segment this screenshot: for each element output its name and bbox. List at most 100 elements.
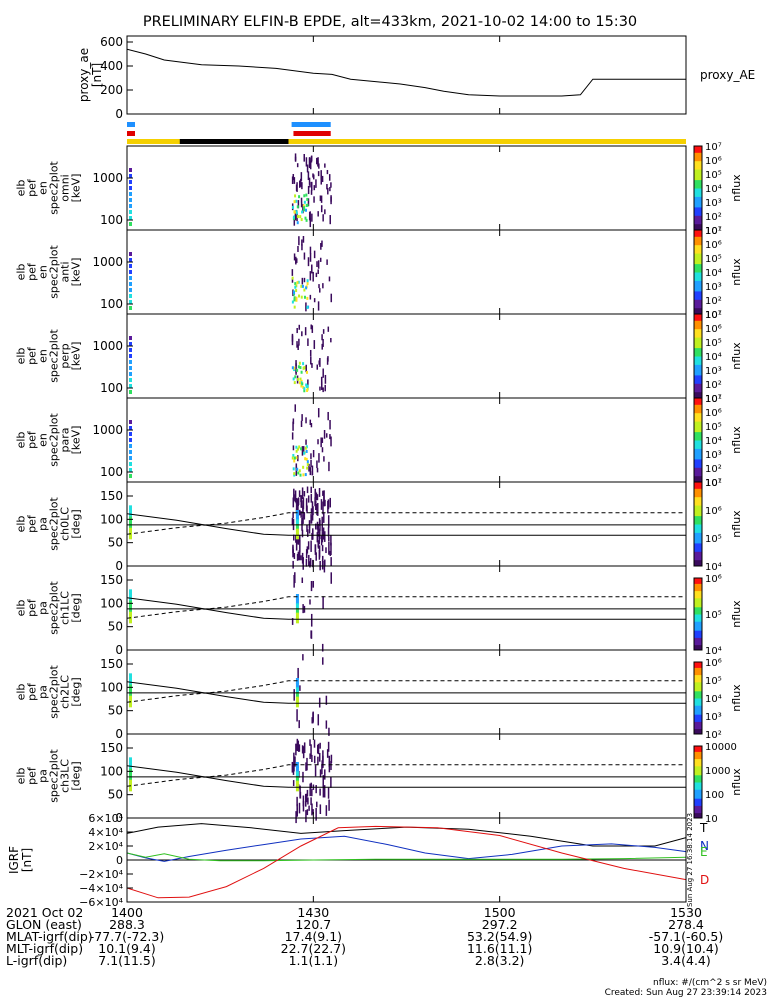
colorbar-cell (694, 792, 702, 796)
colorbar-cell (694, 230, 702, 233)
spec-y-axis-label: spec2plot (48, 413, 61, 467)
colorbar-cell (694, 450, 702, 454)
spectro-pixel (306, 203, 309, 207)
spectro-pixel (295, 449, 298, 453)
spec-y-axis-label: elb (15, 348, 28, 365)
colorbar-cell (694, 635, 702, 638)
colorbar-cell (694, 524, 702, 527)
colorbar-cell (694, 461, 702, 464)
pa-pixel (321, 545, 324, 552)
colorbar-cell (694, 389, 702, 393)
pa-pixel (312, 712, 314, 724)
colorbar-cell (694, 703, 702, 706)
colorbar-cell (694, 536, 702, 540)
spectro-pixel (300, 218, 303, 222)
pa-pixel (292, 560, 294, 569)
colorbar-cell (694, 614, 702, 617)
colorbar-tick-label: 10⁵ (705, 170, 722, 181)
igrf-y-tick-label: −6×10⁴ (79, 896, 123, 909)
spectro-pixel (322, 387, 324, 393)
spectro-pixel (295, 369, 297, 375)
colorbar-label: nflux (730, 768, 743, 796)
spectro-pixel (295, 466, 298, 476)
pa-pixel (295, 743, 297, 756)
spectro-pixel (321, 334, 323, 341)
bar-yellow (127, 139, 686, 144)
colorbar-cell (694, 236, 702, 239)
colorbar-cell (694, 726, 702, 730)
colorbar-cell (694, 717, 702, 721)
pa-pixel (306, 524, 308, 532)
colorbar-cell (694, 297, 702, 300)
spectro-pixel (326, 259, 328, 265)
colorbar-cell (694, 465, 702, 468)
colorbar-cell (694, 774, 702, 778)
colorbar-cell (694, 362, 702, 365)
pa-pixel (306, 809, 309, 816)
colorbar-cell (694, 335, 702, 338)
spectro-pixel (298, 180, 301, 188)
spectro-pixel (304, 457, 307, 461)
colorbar-cell (694, 511, 702, 514)
spectro-pixel (301, 239, 303, 246)
colorbar-cell (694, 414, 702, 418)
colorbar-cell (694, 263, 702, 267)
spectro-pixel (307, 185, 310, 195)
spectro-pixel (306, 197, 309, 201)
colorbar-label: nflux (730, 510, 743, 538)
colorbar-cell (694, 328, 702, 332)
pa-pixel (292, 780, 295, 787)
spectro-pixel (295, 296, 298, 300)
colorbar-cell (694, 561, 702, 565)
spectro-pixel (319, 195, 322, 202)
pa-pixel (306, 529, 309, 537)
colorbar-cell (694, 408, 702, 412)
igrf-y-axis-label: IGRF (7, 846, 21, 874)
spectro-pixel (315, 179, 317, 188)
colorbar-cell (694, 667, 702, 670)
pa-pixel (312, 530, 314, 537)
pa-pixel (295, 692, 299, 698)
spectro-pixel (330, 293, 333, 303)
spectro-pixel (299, 377, 302, 381)
pa-pixel (315, 523, 317, 530)
spectro-pixel (306, 305, 309, 309)
colorbar-cell (694, 578, 702, 581)
spectro-pixel (306, 384, 309, 388)
colorbar-cell (694, 146, 702, 149)
spectro-pixel (320, 376, 323, 386)
pa-pixel (319, 788, 321, 796)
spec-y-tick-label: 100 (100, 465, 123, 479)
spectro-pixel (129, 438, 132, 442)
pa-y-axis-label: elb (15, 600, 28, 617)
pa-pixel (305, 498, 308, 512)
igrf-y-axis-label: [nT] (20, 848, 34, 872)
orbit-info-value: 120.7 (295, 917, 332, 932)
colorbar-cell (694, 646, 702, 649)
pa-pixel (322, 657, 324, 665)
pa-pixel (129, 785, 132, 792)
colorbar-cell (694, 555, 702, 559)
colorbar-cell (694, 227, 702, 231)
colorbar-cell (694, 463, 702, 466)
spectro-pixel (306, 296, 309, 300)
colorbar-cell (694, 253, 702, 256)
spectro-pixel (330, 337, 332, 343)
pa-pixel (314, 765, 317, 777)
spectro-pixel (129, 420, 132, 424)
colorbar-cell (694, 619, 702, 622)
colorbar-cell (694, 791, 702, 794)
colorbar-cell (694, 429, 702, 433)
colorbar-cell (694, 293, 702, 296)
pa-pixel (321, 760, 323, 769)
pa-pixel (297, 498, 299, 505)
colorbar-cell (694, 509, 702, 512)
spectro-pixel (302, 473, 305, 477)
colorbar-cell (694, 192, 702, 195)
colorbar-label: nflux (730, 426, 743, 454)
colorbar-cell (694, 173, 702, 176)
colorbar-cell (694, 716, 702, 719)
pa-pixel (310, 797, 312, 806)
spectro-pixel (293, 305, 296, 309)
